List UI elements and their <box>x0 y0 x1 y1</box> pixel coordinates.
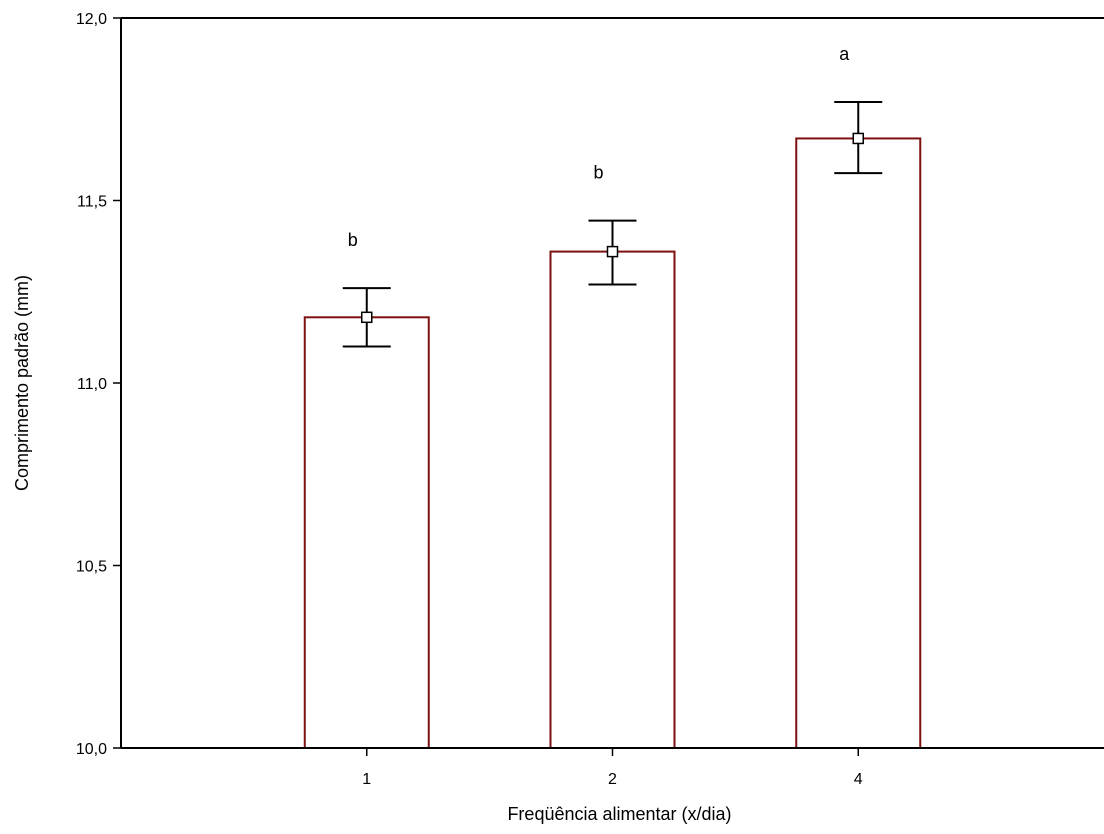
significance-label-4: a <box>839 44 850 64</box>
y-tick-label: 11,0 <box>77 376 107 393</box>
y-tick-label: 12,0 <box>76 11 107 28</box>
x-axis-title: Freqüência alimentar (x/dia) <box>507 804 731 824</box>
x-tick-label-1: 1 <box>362 771 371 788</box>
error-bar-4 <box>834 100 883 175</box>
x-tick-label-2: 2 <box>608 771 617 788</box>
y-tick-label: 10,0 <box>76 741 107 758</box>
mean-marker-4 <box>852 132 864 145</box>
mean-marker-2 <box>606 245 619 258</box>
bar-1 <box>303 316 430 749</box>
x-tick-label-4: 4 <box>854 771 863 788</box>
significance-label-2: b <box>593 163 603 183</box>
error-bar-2 <box>588 219 637 286</box>
bar-2 <box>549 250 676 749</box>
x-ticks-layer: 1 2 4 <box>362 748 863 788</box>
y-axis-title: Comprimento padrão (mm) <box>12 275 32 491</box>
error-bar-1 <box>342 287 391 348</box>
bar-4 <box>795 137 922 749</box>
significance-labels-layer: b b a <box>348 44 851 250</box>
y-tick-label: 10,5 <box>76 559 107 576</box>
mean-marker-1 <box>361 311 373 324</box>
y-ticks-layer: 10,0 10,5 11,0 11,5 12,0 <box>76 11 121 758</box>
y-tick-label: 11,5 <box>77 194 107 211</box>
error-bars-layer <box>342 100 883 348</box>
significance-label-1: b <box>348 230 358 250</box>
